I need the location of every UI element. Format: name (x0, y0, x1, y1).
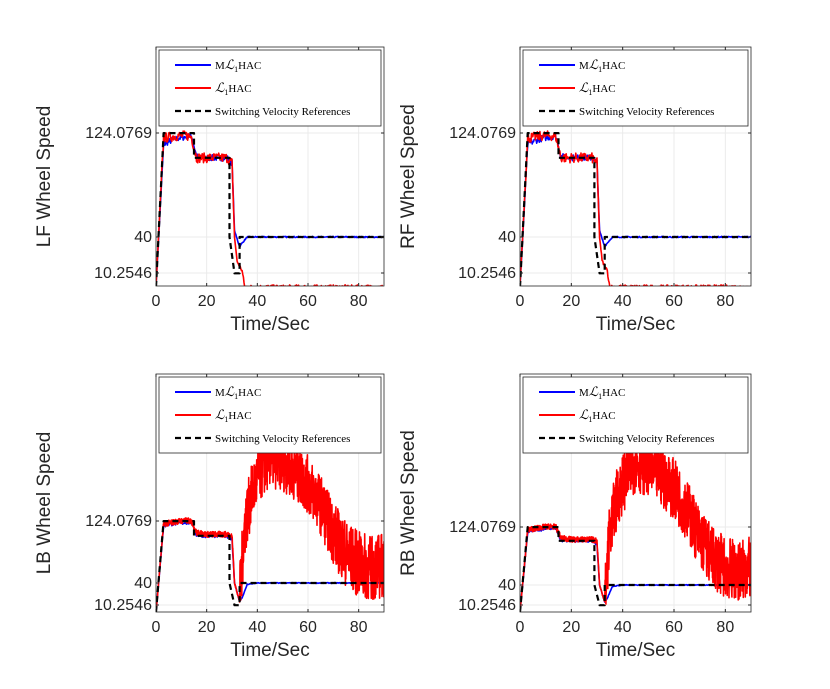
series-switching-velocity-references (520, 526, 751, 612)
y-tick-label: 124.0769 (449, 519, 516, 536)
series-switching-velocity-references (520, 132, 751, 286)
x-axis-label: Time/Sec (596, 314, 676, 335)
legend-label: Mℒ1HAC (215, 384, 261, 401)
x-axis-label: Time/Sec (230, 640, 310, 661)
legend-label: ℒ1HAC (579, 80, 616, 97)
x-tick-label: 40 (248, 293, 266, 310)
y-tick-label: 40 (498, 229, 516, 246)
y-axis-label: RB Wheel Speed (398, 430, 419, 576)
plot-area (520, 433, 751, 612)
legend-label: ℒ1HAC (215, 80, 252, 97)
x-tick-label: 20 (562, 293, 580, 310)
legend-label: Switching Velocity References (215, 106, 350, 118)
legend-label: ℒ1HAC (579, 407, 616, 424)
x-tick-label: 80 (716, 293, 734, 310)
plot-area (156, 130, 384, 286)
y-tick-label: 10.2546 (458, 265, 516, 282)
legend: Mℒ1HAC ℒ1HAC Switching Velocity References (158, 49, 382, 127)
y-tick-label: 124.0769 (85, 125, 152, 142)
x-tick-label: 80 (716, 619, 734, 636)
x-tick-label: 20 (198, 619, 216, 636)
series-l1hac (156, 429, 384, 612)
subplot-rb: 0 20 40 60 80 10.2546 40 124.0769 Time/Sec RB Whe… (398, 373, 752, 661)
x-tick-label: 0 (152, 619, 161, 636)
x-tick-label: 60 (299, 619, 317, 636)
subplot-lf: 0 20 40 60 80 10.2546 40 124.0769 Time/Sec LF Whe… (34, 46, 385, 335)
x-tick-label: 0 (516, 619, 525, 636)
y-axis-label: RF Wheel Speed (398, 104, 419, 249)
x-tick-label: 80 (350, 619, 368, 636)
legend-label: Switching Velocity References (579, 433, 714, 445)
axes-box (519, 373, 752, 613)
axes-box (155, 373, 385, 613)
series-switching-velocity-references (156, 132, 384, 286)
axes-box (519, 46, 752, 287)
y-tick-label: 10.2546 (94, 597, 152, 614)
legend-label: Switching Velocity References (215, 433, 350, 445)
legend: Mℒ1HAC ℒ1HAC Switching Velocity References (522, 376, 749, 454)
legend: Mℒ1HAC ℒ1HAC Switching Velocity References (158, 376, 382, 454)
series-switching-velocity-references (156, 520, 384, 612)
series-l1hac (520, 130, 751, 286)
legend-label: Switching Velocity References (579, 106, 714, 118)
axes-box (155, 46, 385, 287)
subplot-lb: 0 20 40 60 80 10.2546 40 124.0769 Time/Sec LB Whe… (34, 373, 385, 661)
y-axis-label: LB Wheel Speed (34, 432, 55, 575)
x-axis-label: Time/Sec (596, 640, 676, 661)
y-axis-label: LF Wheel Speed (34, 106, 55, 248)
legend-label: Mℒ1HAC (579, 384, 625, 401)
x-tick-label: 80 (350, 293, 368, 310)
x-tick-label: 20 (198, 293, 216, 310)
plot-area (156, 429, 384, 612)
x-tick-label: 40 (614, 293, 632, 310)
y-tick-label: 10.2546 (94, 265, 152, 282)
y-tick-label: 40 (498, 577, 516, 594)
x-tick-label: 20 (562, 619, 580, 636)
y-tick-label: 40 (134, 229, 152, 246)
x-tick-label: 60 (299, 293, 317, 310)
x-tick-label: 60 (665, 619, 683, 636)
x-tick-label: 40 (248, 619, 266, 636)
y-tick-label: 124.0769 (449, 125, 516, 142)
x-axis-label: Time/Sec (230, 314, 310, 335)
y-tick-label: 10.2546 (458, 597, 516, 614)
x-tick-label: 0 (516, 293, 525, 310)
x-tick-label: 0 (152, 293, 161, 310)
legend: Mℒ1HAC ℒ1HAC Switching Velocity References (522, 49, 749, 127)
plot-area (520, 130, 751, 286)
y-tick-label: 40 (134, 575, 152, 592)
y-tick-label: 124.0769 (85, 513, 152, 530)
subplot-rf: 0 20 40 60 80 10.2546 40 124.0769 Time/Sec RF Whe… (398, 46, 752, 335)
legend-label: ℒ1HAC (215, 407, 252, 424)
legend-label: Mℒ1HAC (215, 57, 261, 74)
x-tick-label: 40 (614, 619, 632, 636)
x-tick-label: 60 (665, 293, 683, 310)
legend-label: Mℒ1HAC (579, 57, 625, 74)
